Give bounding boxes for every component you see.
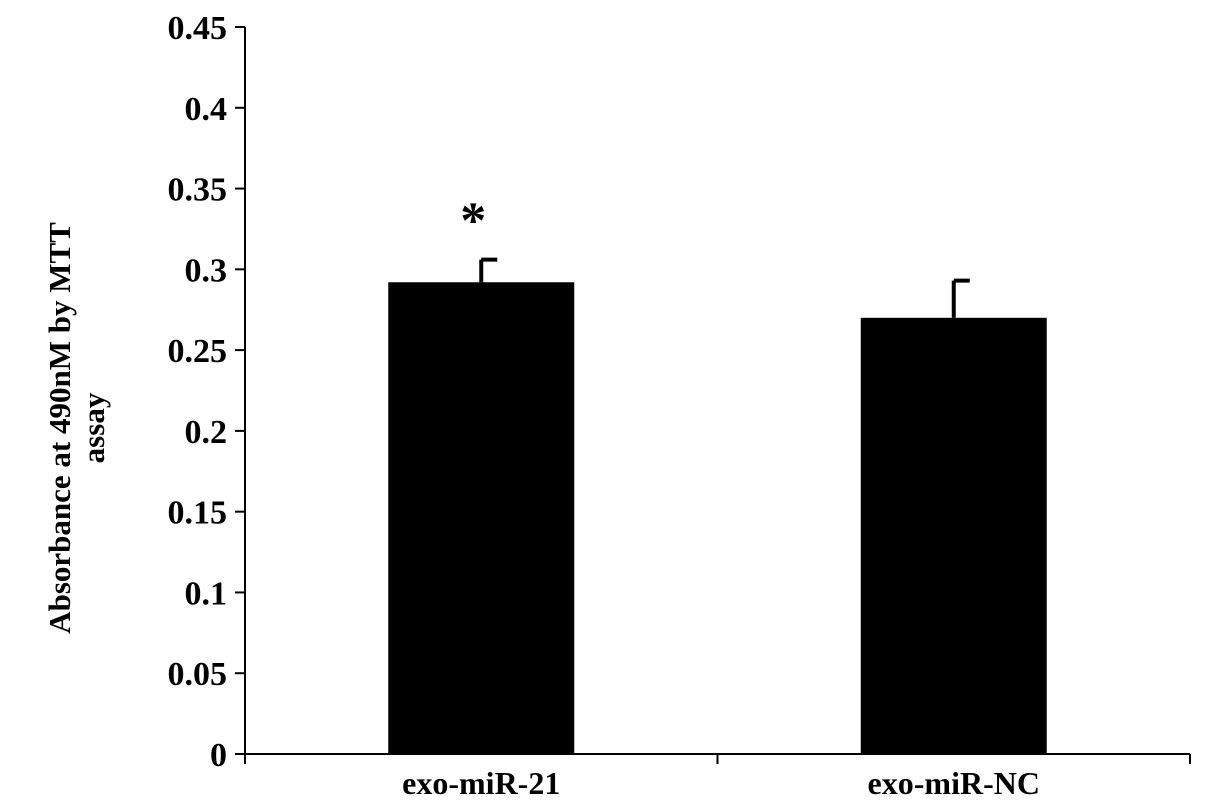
y-axis-label-line-1: Absorbance at 490nM by MTT	[42, 222, 77, 634]
y-tick-label-0: 0	[210, 737, 227, 774]
y-tick-label-2: 0.1	[185, 575, 228, 612]
y-ticks-group: 0 0.05 0.1 0.15 0.2 0.25 0.3 0.35 0.4 0.45	[168, 10, 245, 774]
annotations-group: *	[460, 193, 486, 250]
y-axis-label-line-2: assay	[76, 392, 111, 463]
bar-1	[860, 317, 1047, 754]
error-bars-group	[479, 257, 970, 318]
y-tick-label-5: 0.25	[168, 333, 228, 370]
y-tick-label-7: 0.35	[168, 172, 228, 209]
significance-marker-0: *	[460, 193, 486, 250]
y-tick-label-1: 0.05	[168, 656, 228, 693]
y-axis-label: Absorbance at 490nM by MTT assay	[42, 222, 111, 634]
y-tick-label-4: 0.2	[185, 414, 228, 451]
x-labels-group: exo-miR-21 exo-miR-NC	[402, 765, 1040, 801]
x-tick-label-1: exo-miR-NC	[868, 765, 1040, 801]
y-tick-label-6: 0.3	[185, 252, 228, 289]
bars-group	[388, 282, 1047, 754]
y-tick-label-3: 0.15	[168, 495, 228, 532]
x-tick-label-0: exo-miR-21	[402, 765, 560, 801]
bar-0	[388, 282, 575, 754]
axes-group	[244, 27, 1191, 764]
y-tick-label-8: 0.4	[185, 91, 228, 128]
y-tick-label-9: 0.45	[168, 10, 228, 47]
